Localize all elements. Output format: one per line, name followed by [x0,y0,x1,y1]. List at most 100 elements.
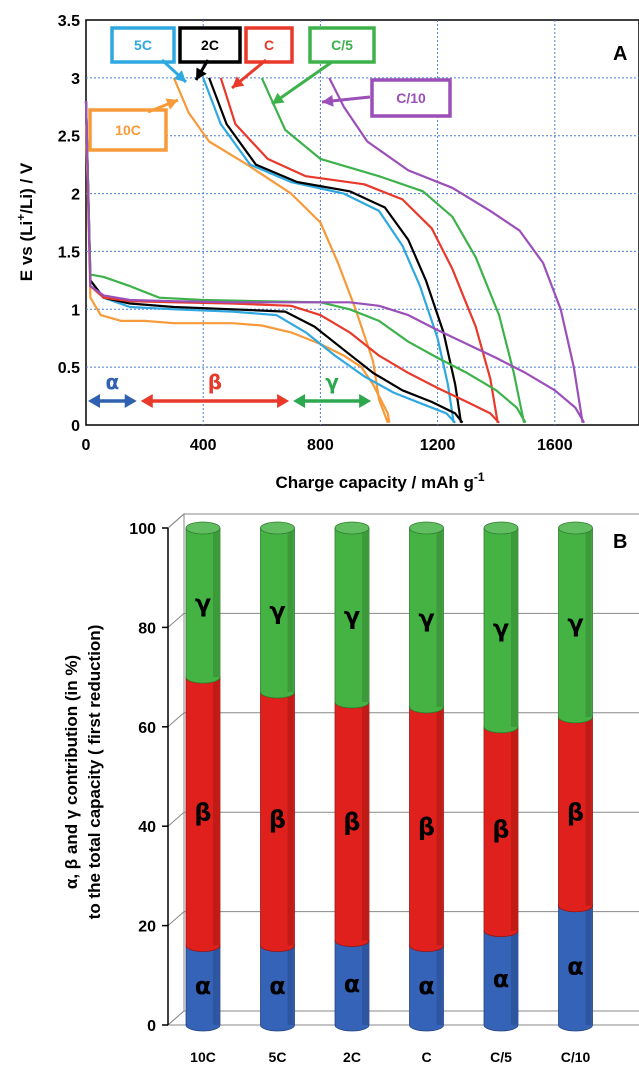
panel-a-chart: 0 0.5 1 1.5 2 2.5 3 3.5 0 400 800 1200 1600 α β γ 5C 2… [14,13,639,492]
x-tick-label: 1200 [420,437,456,454]
gridline-side [167,811,185,827]
bar-segment [558,905,593,1032]
panel-a-label: A [613,43,627,65]
panel-a-legend-callouts: 5C 2C C C/5 C/10 10C [88,26,452,152]
bar-segment-label: α [493,965,510,993]
series-discharge-curve [84,100,527,424]
x-tick-label: 400 [190,437,217,454]
series-charge-curve [328,77,584,423]
bar-segment-label: β [269,806,286,834]
category-label: 2C [343,1049,361,1065]
bar-segment-label: β [194,798,211,826]
bar-segment-label: γ [493,614,509,642]
bar-segment-shade [287,528,294,693]
bar-segment [185,527,221,684]
bar-segment-label: α [269,972,286,1000]
y-tick-label: 3 [71,71,80,88]
panel-a-regions: α β γ [88,370,372,408]
bar-segment [483,930,519,1032]
legend-label: 2C [201,37,219,53]
y-tick-label: 100 [129,521,156,538]
bar-segment [558,716,593,913]
legend-arrowhead [196,67,207,80]
bar-segment-shade [585,905,592,1025]
bar-segment [260,527,295,699]
region-label: α [105,370,119,394]
bar-segment-top [260,521,295,535]
bar-segment-shade [436,945,443,1025]
bar-segment-shade [362,940,368,1025]
bar-segment-label: γ [418,604,434,632]
side-wall [167,512,185,1027]
region-label: γ [325,370,339,394]
legend-label: C/5 [331,37,353,53]
panel-a-x-ticks: 0 400 800 1200 1600 [82,437,573,454]
gridline-side [167,513,185,529]
bar-segment-shade [585,528,592,717]
bar-segment [409,706,444,952]
panel-a-x-axis-title: Charge capacity / mAh g-1 [275,470,484,492]
y-tick-label: 60 [138,720,156,737]
bar-segment-label: γ [567,609,583,637]
series-discharge-curve [84,124,391,423]
bar-segment [409,527,444,714]
legend-box [370,78,452,118]
region-arrowhead-right [124,394,137,408]
bar-segment [334,527,370,709]
bar-segment [260,691,295,952]
bar-segment [260,945,295,1032]
x-tick-label: 800 [307,437,334,454]
region-arrowhead-left [293,394,306,408]
bar-segment-shade [213,677,219,946]
series-charge-curve [202,77,455,423]
panel-b-bars: α β γ α β γ α β γ α β γ α β γ α β γ [185,521,593,1032]
panel-b-y-axis-title-line2: to the total capacity ( first reduction) [85,625,104,920]
bar-segment-top [409,521,444,535]
region-arrowhead-right [277,394,290,408]
legend-box [178,26,242,64]
category-label: 10C [190,1049,216,1065]
panel-b-y-axis-title-line1: α, β and γ contribution (in %) [62,655,81,889]
bar-segment-label: γ [269,597,285,625]
bar-segment [334,940,370,1032]
series-charge-curve [208,77,463,423]
region-arrowhead-right [359,394,372,408]
panel-b-label: B [613,531,627,553]
y-tick-label: 3.5 [58,13,80,30]
bar-segment-shade [287,945,294,1025]
bar-segment-label: β [492,816,509,844]
legend-box [308,26,376,64]
bar-segment [185,676,221,952]
bar-segment-shade [436,528,443,707]
bar-segment-label: β [418,813,435,841]
gridline-side [167,613,185,628]
legend-arrowhead [173,70,186,82]
category-label: C [421,1049,431,1065]
panel-a-y-axis-title: E vs (Li+/Li) / V [14,162,36,281]
legend-label: 10C [115,122,141,138]
gridline-side [167,712,185,728]
legend-label: C/10 [396,90,426,106]
y-tick-label: 2 [71,187,80,204]
y-tick-label: 0 [71,418,80,435]
category-label: C/10 [561,1049,591,1065]
legend-arrowhead [232,76,245,88]
y-tick-label: 0.5 [58,360,80,377]
panel-b-category-labels: 10C 5C 2C C C/5 C/10 [190,1049,590,1065]
legend-label: 5C [134,37,152,53]
gridline-side [167,911,185,926]
y-tick-label: 20 [138,919,156,936]
y-tick-label: 80 [138,620,156,637]
panel-b-chart: 0 20 40 60 80 100 α β γ α β γ α β γ α β γ α β γ α β γ 10C 5C 2C C… [62,512,639,1065]
bar-segment [409,945,444,1032]
bar-segment-top [334,521,370,535]
bar-segment [483,527,519,734]
legend-box [244,26,294,64]
bar-segment-top [185,521,221,535]
legend-label: C [264,37,274,53]
bar-segment-shade [213,945,219,1025]
y-tick-label: 0 [147,1018,156,1035]
x-tick-label: 1600 [537,437,573,454]
panel-a-series [84,77,586,424]
bar-segment-top [483,521,519,535]
